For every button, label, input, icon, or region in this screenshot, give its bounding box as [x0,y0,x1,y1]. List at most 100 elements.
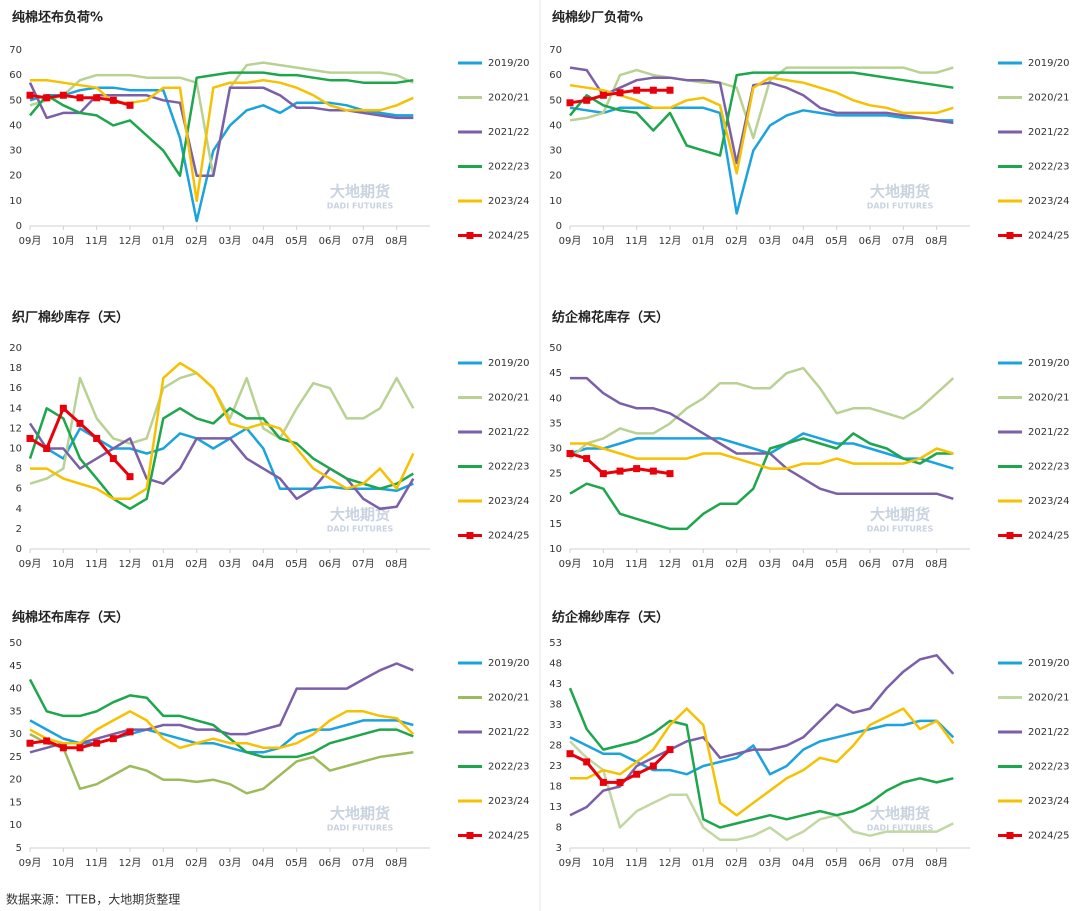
x-tick-label: 08月 [925,235,948,247]
series-line [569,366,955,460]
y-tick-label: 45 [9,661,22,672]
x-tick-label: 04月 [792,235,815,247]
y-tick-label: 50 [9,95,22,106]
y-tick-label: 40 [549,393,562,404]
chart-title: 织厂棉纱库存（天） [12,310,129,326]
watermark: DADI FUTURES [327,824,394,833]
series-line [569,654,955,817]
y-tick-label: 20 [9,775,22,786]
series-marker [26,434,34,442]
x-tick-label: 12月 [659,857,682,869]
x-tick-label: 08月 [385,235,408,247]
legend-label: 2019/20 [488,358,530,369]
watermark: 大地期货 [870,805,930,823]
y-tick-label: 25 [549,469,562,480]
x-tick-label: 10月 [592,235,615,247]
y-tick-label: 50 [549,95,562,106]
y-tick-label: 43 [549,679,562,690]
series-marker [59,404,67,412]
legend-label: 2020/21 [1028,693,1070,704]
x-tick-label: 02月 [725,558,748,570]
watermark: 大地期货 [870,506,930,524]
x-tick-label: 06月 [859,857,882,869]
series-marker [666,86,674,94]
chart-title: 纯棉坯布库存（天） [12,610,129,626]
legend-label: 2023/24 [488,196,530,207]
x-tick-label: 11月 [625,558,648,570]
legend-marker [466,832,474,839]
series-line [569,76,954,175]
x-tick-label: 11月 [625,235,648,247]
series-marker [616,778,624,786]
legend-label: 2024/25 [1028,531,1070,542]
x-tick-label: 02月 [725,857,748,869]
series-line [569,719,955,776]
legend-label: 2022/23 [1028,162,1070,173]
series-marker [666,746,674,754]
series-marker [76,744,84,752]
series-marker [649,762,657,770]
x-tick-label: 02月 [185,558,208,570]
series-marker [649,86,657,94]
series-marker [583,96,591,104]
x-tick-label: 05月 [285,235,308,247]
source-note: 数据来源：TTEB，大地期货整理 [6,892,180,907]
series-marker [126,101,134,109]
series-line [570,442,954,470]
series-marker [93,739,101,747]
series-marker [126,473,134,481]
x-tick-label: 08月 [385,857,408,869]
legend-label: 2021/22 [488,727,530,738]
x-tick-label: 09月 [559,558,582,570]
y-tick-label: 35 [549,418,562,429]
series-marker [649,467,657,475]
x-tick-label: 09月 [559,857,582,869]
y-tick-label: 4 [16,504,22,515]
series-marker [599,470,607,478]
x-tick-label: 12月 [119,857,142,869]
legend-label: 2024/25 [1028,231,1070,242]
y-tick-label: 0 [16,221,22,232]
series-marker [566,99,574,107]
x-tick-label: 12月 [119,558,142,570]
series-line [569,66,954,140]
y-tick-label: 30 [9,729,22,740]
y-tick-label: 60 [9,70,22,81]
legend-label: 2022/23 [488,162,530,173]
x-tick-label: 10月 [592,857,615,869]
y-tick-label: 35 [9,706,22,717]
x-tick-label: 12月 [659,235,682,247]
x-tick-label: 05月 [285,558,308,570]
legend-label: 2019/20 [488,658,530,669]
x-tick-label: 10月 [592,558,615,570]
y-tick-label: 8 [16,464,22,475]
legend-label: 2020/21 [1028,93,1070,104]
series-marker [43,737,51,745]
series-marker [93,94,101,102]
y-tick-label: 15 [549,519,562,530]
series-marker [109,96,117,104]
series-line [570,376,954,500]
y-tick-label: 25 [9,752,22,763]
x-tick-label: 05月 [825,235,848,247]
x-tick-label: 07月 [892,558,915,570]
series-line [29,71,414,177]
x-tick-label: 12月 [119,235,142,247]
legend-label: 2019/20 [1028,658,1070,669]
series-marker [616,89,624,97]
legend-label: 2019/20 [488,58,530,69]
series-marker [76,94,84,102]
legend-label: 2024/25 [488,831,530,842]
series-line [568,687,954,829]
legend-label: 2021/22 [488,127,530,138]
series-marker [76,419,84,427]
watermark: 大地期货 [330,506,390,524]
y-tick-label: 53 [549,638,562,649]
x-tick-label: 11月 [625,857,648,869]
legend-marker [1006,532,1014,539]
y-tick-label: 50 [9,638,22,649]
series-line [569,432,954,531]
y-tick-label: 18 [549,782,562,793]
x-tick-label: 06月 [319,857,342,869]
